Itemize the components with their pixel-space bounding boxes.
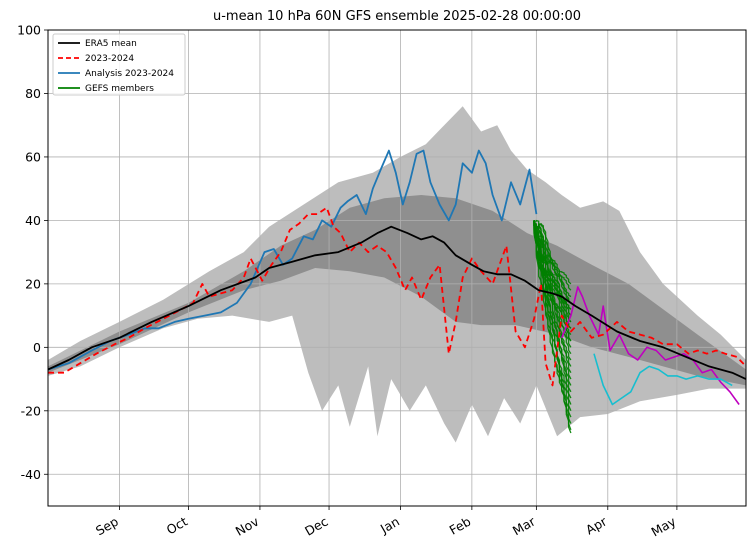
y-tick-label: 40 [25, 213, 41, 228]
legend: ERA5 mean 2023-2024 Analysis 2023-2024 GEFS… [52, 33, 186, 96]
x-tick-label: Nov [233, 513, 262, 538]
x-tick-label: Apr [583, 513, 610, 537]
gefs-member-line [533, 220, 572, 323]
y-tick-label: -20 [21, 403, 41, 418]
legend-label: ERA5 mean [85, 39, 137, 49]
legend-label: 2023-2024 [85, 54, 134, 64]
x-axis: Sep Oct Nov Dec Jan Feb Mar Apr May [93, 506, 679, 540]
x-tick-label: Dec [302, 514, 331, 539]
legend-label: Analysis 2023-2024 [85, 69, 174, 79]
confidence-bands [48, 106, 746, 443]
series-lines [48, 149, 746, 406]
series-line [48, 225, 746, 380]
series-line [560, 286, 740, 405]
gefs-member-line [533, 220, 572, 418]
y-tick-label: 0 [33, 340, 41, 355]
y-tick-label: 60 [25, 149, 41, 164]
x-tick-label: Oct [164, 514, 190, 538]
series-line [48, 149, 538, 371]
x-tick-label: Mar [510, 513, 539, 538]
x-tick-label: Sep [93, 514, 121, 539]
legend-box [52, 33, 186, 96]
x-tick-label: May [649, 513, 679, 539]
x-tick-label: Feb [447, 514, 474, 538]
gefs-member-line [533, 220, 572, 310]
y-tick-label: 80 [25, 86, 41, 101]
y-tick-label: 100 [17, 23, 41, 38]
y-axis: -40 -20 0 20 40 60 80 100 [17, 23, 48, 482]
gefs-member-line [533, 220, 572, 380]
y-tick-label: 20 [25, 276, 41, 291]
x-tick-label: Jan [377, 514, 402, 537]
gefs-member-line [533, 220, 572, 431]
series-line [48, 206, 746, 387]
chart-title: u-mean 10 hPa 60N GFS ensemble 2025-02-2… [213, 9, 581, 24]
y-tick-label: -40 [21, 467, 41, 482]
legend-label: GEFS members [85, 84, 154, 94]
gefs-member-line [533, 220, 572, 342]
series-line [593, 353, 733, 406]
plot-frame [47, 29, 747, 507]
inner-band [48, 195, 746, 386]
grid [48, 29, 746, 506]
gefs-member-line [533, 219, 572, 304]
